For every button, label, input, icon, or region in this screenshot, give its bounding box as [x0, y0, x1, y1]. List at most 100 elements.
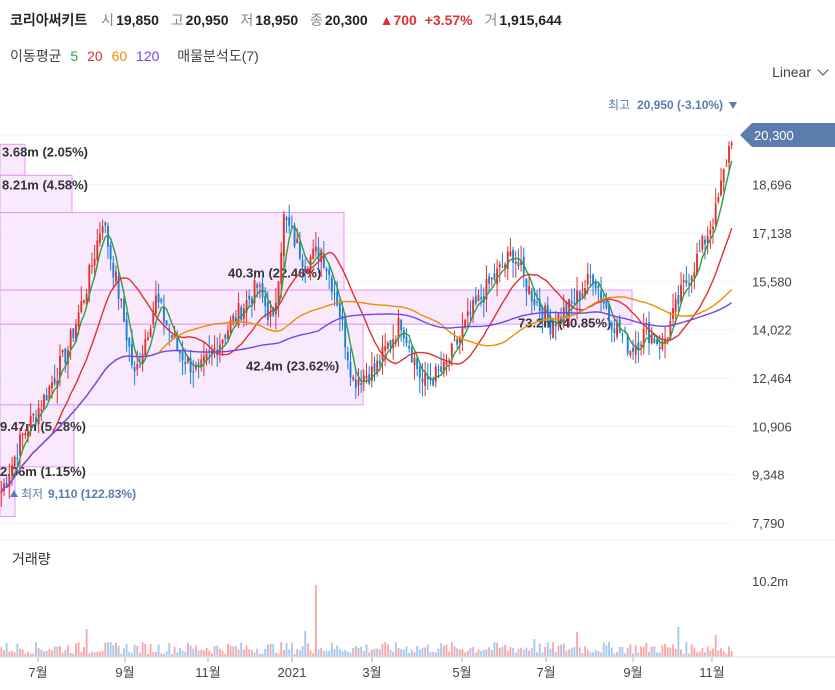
candle-body	[349, 361, 352, 378]
change-value: ▲700	[379, 12, 417, 28]
candle-body	[642, 328, 645, 348]
volume-bar	[258, 653, 261, 657]
candle-body	[464, 319, 467, 328]
volume-bar	[77, 642, 80, 657]
candle-body	[690, 276, 693, 281]
candle-body	[322, 253, 325, 268]
volume-bar	[83, 647, 85, 657]
volume-bar	[234, 645, 237, 657]
volume-bar	[277, 653, 280, 657]
volume-bar	[298, 650, 301, 657]
candle-body	[728, 146, 730, 163]
candle-body	[115, 271, 117, 282]
volume-bar	[597, 651, 600, 657]
candle-body	[453, 340, 456, 342]
volume-bar	[392, 652, 395, 657]
volume-bar	[429, 652, 432, 657]
volume-bar	[378, 649, 381, 657]
candle-body	[312, 248, 315, 260]
volume-bar	[59, 646, 61, 657]
volume-label: 거	[484, 12, 498, 28]
volume-bar	[290, 642, 293, 657]
ma-20[interactable]: 20	[87, 48, 103, 64]
ma-5[interactable]: 5	[70, 48, 79, 64]
volume-bar	[101, 650, 104, 657]
candle-body	[245, 299, 248, 313]
volume-bar	[320, 647, 323, 657]
candle-body	[112, 262, 115, 278]
candle-body	[693, 272, 696, 278]
x-tick-label: 3월	[362, 665, 381, 680]
candle-body	[13, 456, 16, 467]
candle-body	[80, 300, 83, 313]
volume-bar	[474, 652, 477, 657]
x-tick-label: 5월	[452, 665, 471, 680]
candle-body	[40, 409, 43, 411]
x-tick-label: 7월	[28, 665, 47, 680]
candle-body	[672, 308, 674, 320]
ma-120[interactable]: 120	[136, 48, 160, 64]
volume-bar	[293, 653, 296, 657]
candle-body	[648, 322, 650, 344]
volume-bar	[560, 644, 563, 657]
candle-body	[605, 300, 608, 308]
volume-bar	[330, 643, 333, 657]
volume-bar	[568, 649, 571, 657]
candle-body	[378, 360, 381, 365]
candle-body	[226, 330, 229, 340]
volume-bar	[632, 653, 634, 657]
volume-bar	[728, 646, 730, 657]
candle-body	[357, 379, 360, 386]
volume-bar	[149, 643, 152, 657]
volume-bar	[0, 647, 3, 657]
volume-bar	[221, 650, 224, 657]
volume-bar	[725, 653, 728, 657]
candle-body	[565, 303, 568, 315]
candle-body	[280, 252, 283, 284]
volume-bar	[658, 652, 661, 657]
candle-body	[125, 319, 128, 341]
candle-body	[131, 343, 133, 366]
candle-body	[256, 284, 259, 288]
y-tick-label: 14,022	[752, 323, 792, 338]
volume-bar	[696, 652, 698, 657]
volume-bar	[93, 652, 96, 657]
ma-label[interactable]: 이동평균	[10, 48, 62, 64]
volume-bar	[282, 650, 285, 657]
volume-bar	[717, 650, 720, 657]
volume-bar	[24, 653, 27, 657]
candle-body	[75, 324, 77, 342]
volume-bar	[91, 651, 93, 657]
low-label: 저	[240, 12, 254, 28]
candle-body	[264, 296, 267, 307]
scale-dropdown[interactable]: Linear	[772, 64, 829, 80]
candle-body	[469, 312, 472, 314]
volume-bar	[253, 652, 256, 657]
candle-body	[722, 169, 725, 183]
volume-bar	[442, 645, 445, 657]
volume-bar	[488, 647, 491, 657]
candle-body	[538, 299, 541, 312]
volume-bar	[336, 645, 339, 657]
volume-profile-label[interactable]: 매물분석도(7)	[177, 48, 259, 64]
volume-bar	[152, 651, 155, 657]
candle-body	[517, 261, 520, 266]
candle-body	[176, 337, 179, 351]
volume-bar	[562, 643, 565, 657]
candle-body	[282, 214, 285, 257]
candle-body	[418, 366, 421, 379]
candle-body	[162, 306, 165, 322]
candle-body	[202, 356, 205, 362]
ma-line-5	[0, 160, 733, 493]
volume-bar	[202, 650, 205, 657]
candle-body	[192, 371, 195, 373]
volume-bar	[581, 652, 584, 657]
candle-body	[293, 224, 296, 247]
ma-60[interactable]: 60	[111, 48, 128, 64]
candle-body	[704, 239, 706, 245]
candle-body	[432, 379, 435, 386]
volume-bar	[322, 650, 325, 657]
volume-bar	[312, 653, 315, 657]
candle-body	[117, 276, 120, 299]
